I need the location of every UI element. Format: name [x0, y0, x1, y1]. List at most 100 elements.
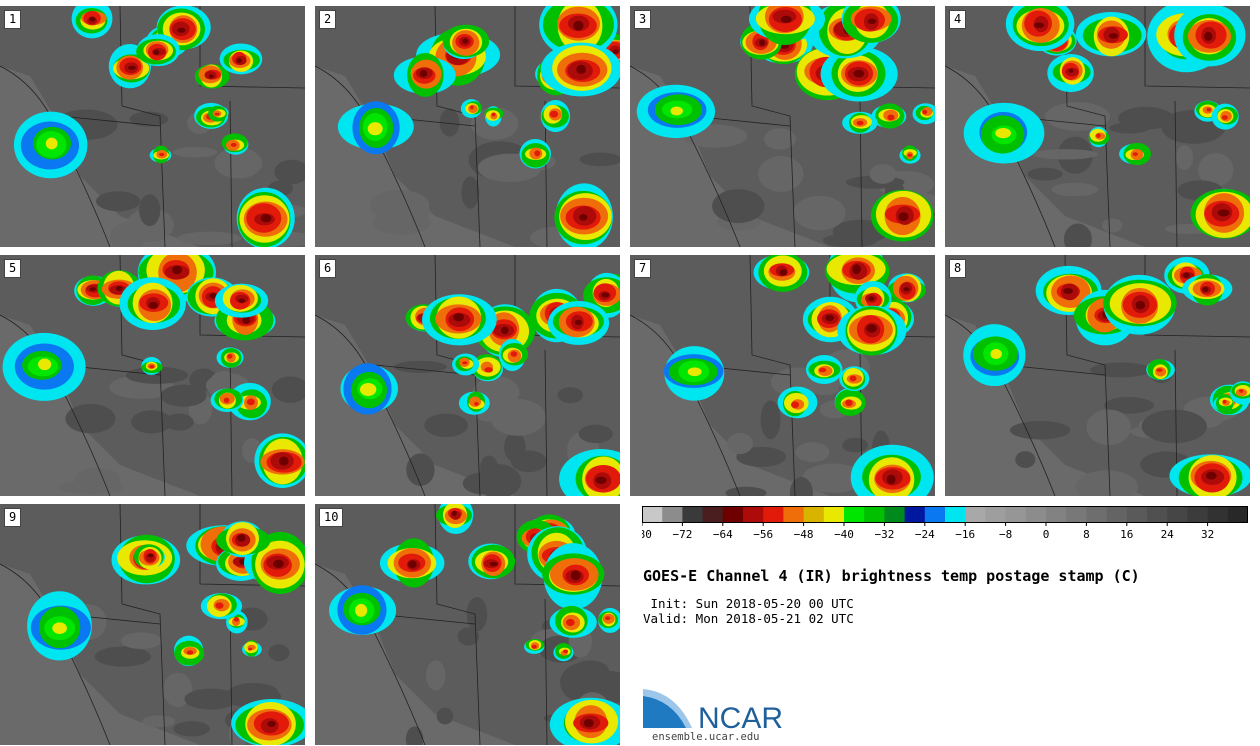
- colorbar-tick-label: −80: [642, 528, 652, 541]
- colorbar-tick-label: −72: [672, 528, 692, 541]
- cloud-cell: [687, 367, 702, 377]
- terrain-shade: [406, 453, 435, 487]
- valid-time: Valid: Mon 2018-05-21 02 UTC: [643, 611, 854, 626]
- terrain-shade: [457, 627, 480, 646]
- cloud-cell: [279, 456, 289, 466]
- cloud-cell: [45, 137, 58, 150]
- cloud-cell: [1202, 286, 1209, 292]
- cloud-cell: [489, 561, 498, 567]
- cloud-cell: [246, 398, 255, 406]
- cloud-cell: [260, 214, 272, 223]
- state-border: [229, 349, 233, 496]
- cloud-cell: [534, 150, 541, 157]
- colorbar-bin: [864, 506, 885, 522]
- terrain-shade: [869, 163, 897, 184]
- terrain-shade: [164, 413, 194, 431]
- cloud-cell: [230, 142, 237, 147]
- cloud-cell: [990, 348, 1002, 360]
- colorbar-tick-label: −40: [834, 528, 854, 541]
- terrain-shade: [789, 476, 813, 496]
- stamp-panel: 7: [630, 255, 935, 496]
- colorbar-bin: [743, 506, 764, 522]
- cloud-layer: [337, 6, 620, 247]
- cloud-cell: [1033, 22, 1045, 29]
- cloud-cell: [1132, 152, 1138, 156]
- terrain-shade: [1090, 362, 1152, 378]
- colorbar-bin: [803, 506, 825, 522]
- cloud-cell: [451, 510, 457, 517]
- terrain-shade: [842, 437, 868, 453]
- cloud-cell: [462, 38, 469, 44]
- terrain-shade: [1051, 182, 1099, 197]
- colorbar-bin: [1066, 506, 1087, 522]
- cloud-cell: [1217, 209, 1230, 217]
- cloud-cell: [852, 264, 861, 275]
- cloud-layer: [27, 521, 305, 745]
- colorbar-bin: [1025, 506, 1047, 522]
- colorbar-bin: [1187, 506, 1209, 522]
- terrain-shade: [736, 446, 787, 467]
- terrain-shade: [760, 400, 781, 440]
- ir-map: [315, 255, 620, 496]
- cloud-cell: [159, 152, 165, 157]
- cloud-cell: [355, 603, 368, 617]
- colorbar-tick-label: −16: [955, 528, 975, 541]
- cloud-cell: [868, 296, 875, 301]
- stamp-number: 9: [4, 508, 22, 527]
- colorbar-bin: [763, 506, 784, 522]
- cloud-cell: [563, 649, 569, 654]
- terrain-shade: [1198, 152, 1234, 187]
- terrain-shade: [1032, 149, 1099, 160]
- colorbar-bin: [642, 506, 663, 522]
- cloud-layer: [636, 6, 935, 242]
- cloud-cell: [866, 324, 877, 333]
- state-border: [59, 115, 161, 127]
- cloud-cell: [359, 383, 377, 397]
- ir-map: [0, 504, 305, 745]
- colorbar-bin: [783, 506, 805, 522]
- ir-map: [315, 6, 620, 247]
- cloud-cell: [849, 375, 857, 382]
- terrain-shade: [177, 231, 242, 246]
- cloud-cell: [233, 617, 240, 622]
- cloud-cell: [995, 127, 1012, 139]
- terrain-shade: [480, 455, 498, 479]
- cloud-cell: [576, 64, 587, 74]
- terrain-shade: [425, 660, 446, 691]
- terrain-shade: [579, 152, 620, 167]
- cloud-cell: [1221, 115, 1228, 120]
- terrain-shade: [436, 707, 454, 725]
- cloud-cell: [148, 301, 159, 309]
- cloud-cell: [469, 396, 482, 407]
- cloud-cell: [565, 618, 575, 627]
- cloud-cell: [790, 401, 800, 409]
- cloud-cell: [1063, 287, 1074, 295]
- colorbar-bin: [924, 506, 946, 522]
- cloud-cell: [149, 364, 155, 369]
- terrain-shade: [268, 644, 290, 662]
- colorbar-tick-label: −64: [713, 528, 733, 541]
- cloud-cell: [208, 74, 214, 79]
- terrain-shade: [424, 413, 469, 438]
- colorbar-bin: [1147, 506, 1168, 522]
- colorbar-bin: [1227, 506, 1248, 522]
- colorbar-bin: [965, 506, 986, 522]
- cloud-cell: [573, 20, 584, 31]
- ncar-logo: NCAR: [643, 689, 783, 735]
- state-border: [1174, 100, 1178, 247]
- cloud-cell: [267, 720, 276, 727]
- cloud-cell: [215, 602, 224, 609]
- cloud-cell: [89, 286, 96, 291]
- stamp-panel: 5: [0, 255, 305, 496]
- colorbar-bin: [985, 506, 1007, 522]
- colorbar-bin: [1167, 506, 1188, 522]
- colorbar-tick-label: −56: [753, 528, 773, 541]
- cloud-cell: [147, 553, 154, 558]
- terrain-shade: [504, 431, 526, 463]
- cloud-cell: [818, 367, 827, 373]
- cloud-cell: [242, 316, 251, 324]
- terrain-shade: [1045, 102, 1110, 131]
- terrain-shade: [439, 108, 460, 137]
- terrain-shade: [58, 480, 124, 494]
- init-time: Init: Sun 2018-05-20 00 UTC: [643, 596, 854, 611]
